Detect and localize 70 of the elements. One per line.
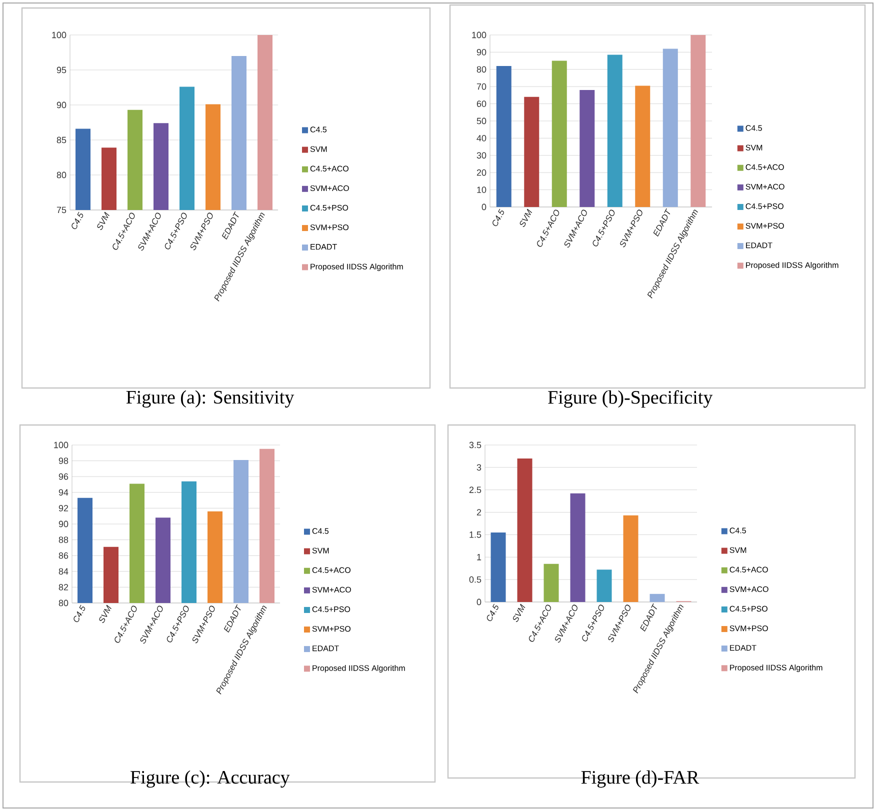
y-tick-label: 0.5 [469,576,482,583]
legend-label: SVM [312,548,329,554]
legend-label: C4.5+PSO [310,204,348,211]
y-tick-label: 90 [58,520,68,528]
x-tick-label: SVM [512,604,526,622]
y-tick-label: 70 [476,83,486,90]
legend-label: C4.5+ACO [746,164,784,170]
x-tick-label: SVM [520,208,532,227]
text: Figure (a): Sensitivity [126,390,294,408]
y-tick-label: 100 [472,32,486,38]
legend-label: SVM [730,547,746,553]
legend-label: C4.5+ACO [312,567,351,573]
y-tick-label: 96 [58,473,68,480]
y-tick-label: 3.5 [469,442,482,448]
y-tick-label: 2 [476,509,482,516]
legend-label: SVM+ACO [312,586,351,593]
y-tick-label: 3 [476,464,482,471]
y-tick-label: 90 [476,49,486,56]
legend-label: C4.5+ACO [730,566,768,572]
legend-label: SVM [310,146,327,152]
y-tick-label: 94 [58,489,68,496]
y-tick-label: 40 [476,135,486,142]
x-tick-label: C4.5 [74,604,86,622]
legend-label: Proposed IIDSS Algorithm [310,264,403,271]
y-tick-label: 1 [477,554,482,560]
legend-label: C4.5+PSO [746,203,784,210]
y-tick-label: 60 [476,100,486,107]
legend-label: Proposed IIDSS Algorithm [312,665,405,672]
y-tick-label: 84 [58,568,68,575]
y-tick-label: 90 [56,102,66,108]
legend-label: C4.5 [310,126,327,132]
y-tick-label: 86 [58,552,68,559]
y-tick-label: 92 [58,505,68,512]
y-tick-label: 100 [54,442,68,448]
x-tick-label: SVM [99,604,112,623]
x-tick-label: C4.5 [492,208,504,226]
legend-label: SVM [746,144,762,150]
y-tick-label: 80 [56,172,66,178]
y-tick-label: 80 [58,600,68,606]
legend-label: C4.5+ACO [310,166,349,172]
y-tick-label: 85 [56,136,66,144]
y-tick-label: 75 [56,206,66,214]
y-tick-label: 82 [58,584,68,590]
x-tick-label: C4.5 [486,604,498,622]
y-tick-label: 0 [482,204,486,210]
legend-label: SVM+ACO [730,586,768,592]
legend-label: Proposed IIDSS Algorithm [730,664,822,672]
y-tick-label: 10 [477,186,486,193]
y-tick-label: 98 [58,458,68,464]
y-tick-label: 20 [476,169,486,176]
y-tick-label: 100 [52,32,66,38]
y-tick-label: 80 [476,66,486,73]
y-tick-label: 2.5 [469,486,482,494]
text: Figure (d)-FAR [581,770,700,788]
y-tick-label: 30 [476,152,486,159]
legend-label: Proposed IIDSS Algorithm [746,262,838,270]
y-tick-label: 50 [476,118,486,124]
x-tick-label: C4.5 [72,212,84,230]
legend-label: C4.5 [730,528,746,534]
y-tick-label: 95 [56,66,66,74]
legend-label: C4.5 [312,528,329,534]
y-tick-label: 0 [476,598,482,606]
legend-label: SVM+ACO [310,185,349,192]
y-tick-label: 88 [58,536,68,543]
text: Figure (b)-Specificity [548,390,713,408]
legend-label: C4.5 [746,125,762,131]
y-tick-label: 1.5 [470,532,482,538]
text: Figure (c): Accuracy [130,770,290,788]
legend-label: SVM+ACO [746,184,784,190]
x-tick-label: SVM [97,212,110,230]
